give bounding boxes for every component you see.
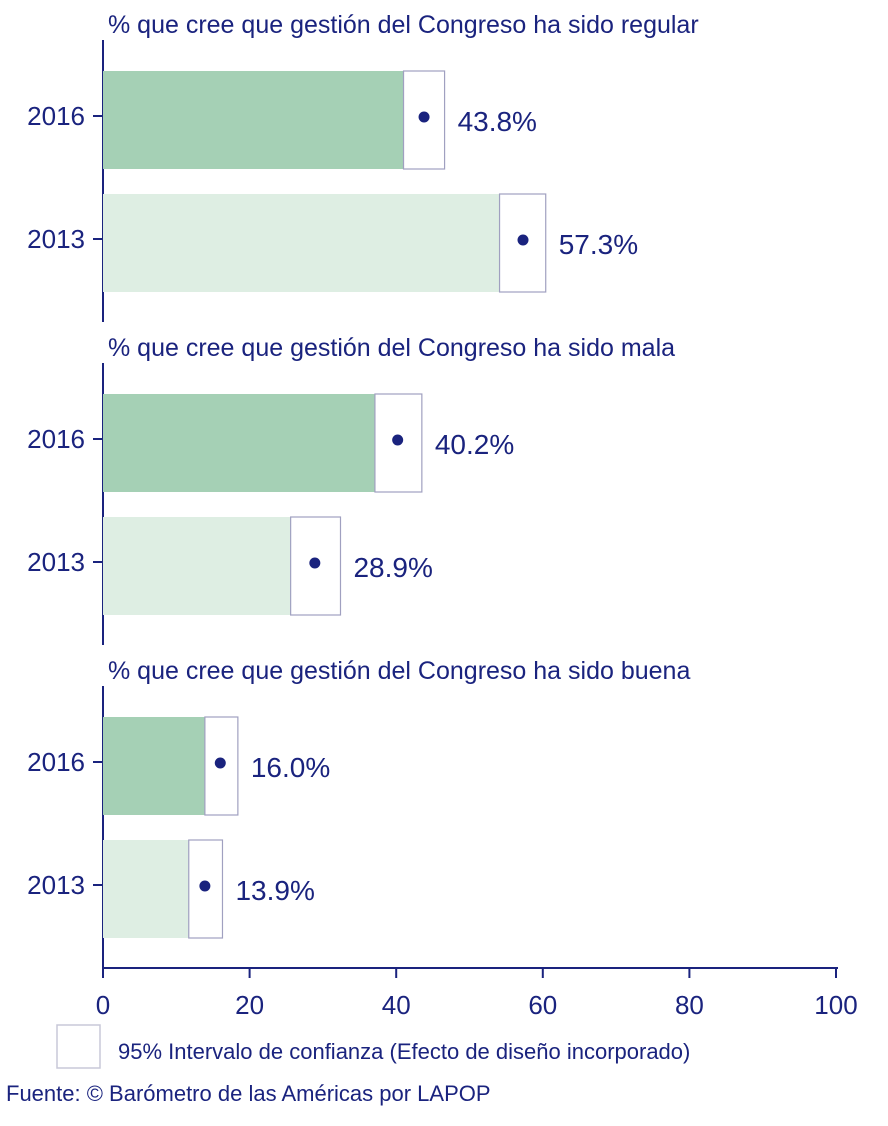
panel-title: % que cree que gestión del Congreso ha s…: [108, 657, 690, 685]
value-label: 57.3%: [559, 229, 638, 260]
legend: 95% Intervalo de confianza (Efecto de di…: [56, 1024, 690, 1069]
value-label: 28.9%: [353, 552, 432, 583]
value-label: 13.9%: [235, 875, 314, 906]
bar-2016: [103, 71, 425, 169]
panel-title: % que cree que gestión del Congreso ha s…: [108, 334, 675, 362]
value-label: 16.0%: [251, 752, 330, 783]
panel-3: % que cree que gestión del Congreso ha s…: [27, 657, 690, 968]
x-tick-label: 60: [528, 990, 557, 1020]
bar-2013: [103, 517, 315, 615]
chart-panels: % que cree que gestión del Congreso ha s…: [27, 11, 699, 968]
panel-title: % que cree que gestión del Congreso ha s…: [108, 11, 699, 39]
category-label: 2016: [27, 747, 85, 777]
estimate-point: [517, 234, 529, 246]
bar-2013: [103, 840, 205, 938]
category-label: 2013: [27, 547, 85, 577]
panel-2: % que cree que gestión del Congreso ha s…: [27, 334, 675, 645]
category-label: 2016: [27, 424, 85, 454]
panel-1: % que cree que gestión del Congreso ha s…: [27, 11, 699, 322]
estimate-point: [309, 557, 321, 569]
estimate-point: [392, 434, 404, 446]
x-tick-label: 0: [96, 990, 110, 1020]
source-note: Fuente: © Barómetro de las Américas por …: [6, 1081, 491, 1106]
confidence-interval-box: [188, 839, 224, 939]
category-label: 2013: [27, 870, 85, 900]
confidence-interval-box: [374, 393, 423, 493]
x-tick-label: 80: [675, 990, 704, 1020]
estimate-point: [214, 757, 226, 769]
estimate-point: [199, 880, 211, 892]
category-label: 2016: [27, 101, 85, 131]
value-label: 40.2%: [435, 429, 514, 460]
x-axis: 0 20 40 60 80 100: [96, 967, 858, 1020]
estimate-point: [418, 111, 430, 123]
value-label: 43.8%: [458, 106, 537, 137]
legend-label: 95% Intervalo de confianza (Efecto de di…: [118, 1039, 690, 1064]
legend-ci-swatch: [56, 1024, 101, 1069]
x-tick-label: 40: [382, 990, 411, 1020]
bar-2016: [103, 394, 398, 492]
x-tick-label: 100: [814, 990, 857, 1020]
bar-2016: [103, 717, 221, 815]
bar-2013: [103, 194, 524, 292]
x-tick-label: 20: [235, 990, 264, 1020]
category-label: 2013: [27, 224, 85, 254]
